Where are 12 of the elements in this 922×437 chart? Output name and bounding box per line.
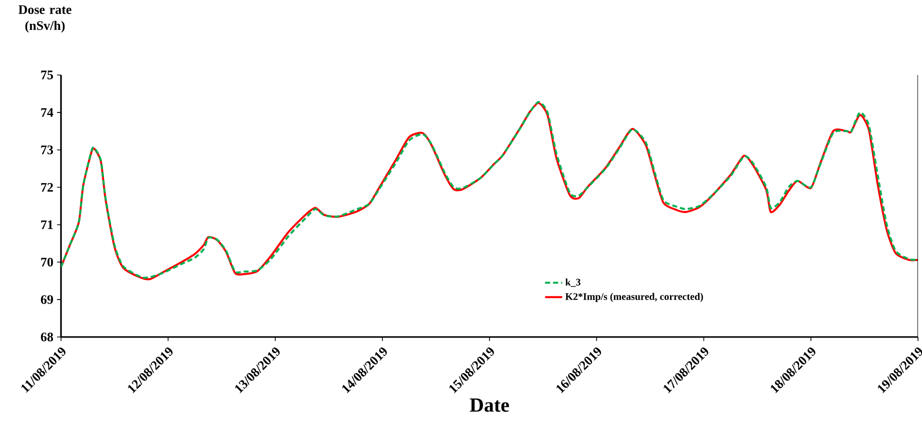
- legend-label: k_3: [565, 278, 580, 287]
- y-tick-label: 75: [41, 70, 53, 80]
- y-tick-label: 74: [41, 108, 54, 117]
- y-tick-label: 72: [41, 182, 53, 192]
- y-tick-label: 69: [40, 295, 54, 304]
- y-axis-title: Dose rate (nSv/h): [18, 5, 72, 33]
- x-axis-title: Date: [470, 398, 509, 412]
- legend-label: K2*Imp/s (measured, corrected): [565, 292, 703, 302]
- y-tick-label: 71: [41, 220, 53, 230]
- y-tick-label: 70: [41, 258, 53, 267]
- y-tick-label: 68: [40, 332, 54, 342]
- y-tick-label: 73: [41, 145, 54, 154]
